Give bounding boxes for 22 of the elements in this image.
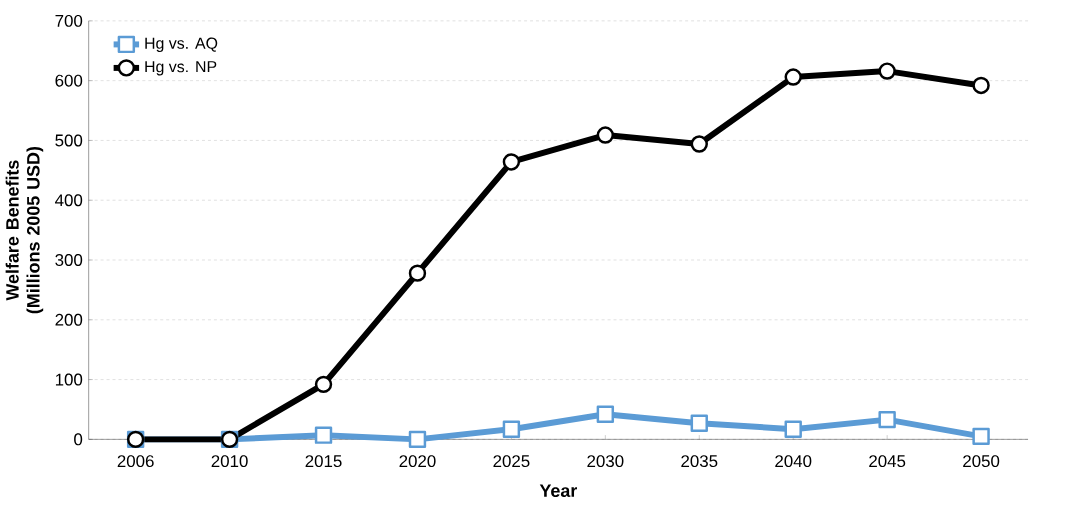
y-tick-label: 400 (55, 194, 83, 207)
y-tick-label: 100 (55, 373, 83, 386)
x-tick-label: 2025 (493, 455, 530, 468)
x-tick-label: 2040 (775, 455, 812, 468)
y-tick-label: 300 (55, 254, 83, 267)
y-tick-label: 500 (55, 134, 83, 147)
y-tick-label: 200 (55, 313, 83, 326)
x-tick-label: 2050 (963, 455, 1000, 468)
y-tick-label: 700 (55, 14, 83, 27)
x-axis-title: Year (539, 484, 577, 498)
y-tick-label: 600 (55, 74, 83, 87)
x-tick-label: 2010 (211, 455, 248, 468)
x-tick-label: 2015 (305, 455, 342, 468)
x-tick-label: 2035 (681, 455, 718, 468)
y-tick-label: 0 (74, 433, 83, 446)
legend-label: Hg vs. AQ (145, 37, 218, 53)
x-tick-label: 2006 (117, 455, 154, 468)
y-axis-title: Welfare Benefits (Millions 2005 USD) (5, 147, 44, 314)
x-tick-label: 2045 (869, 455, 906, 468)
x-tick-label: 2020 (399, 455, 436, 468)
x-tick-label: 2030 (587, 455, 624, 468)
legend-label: Hg vs. NP (145, 61, 217, 76)
